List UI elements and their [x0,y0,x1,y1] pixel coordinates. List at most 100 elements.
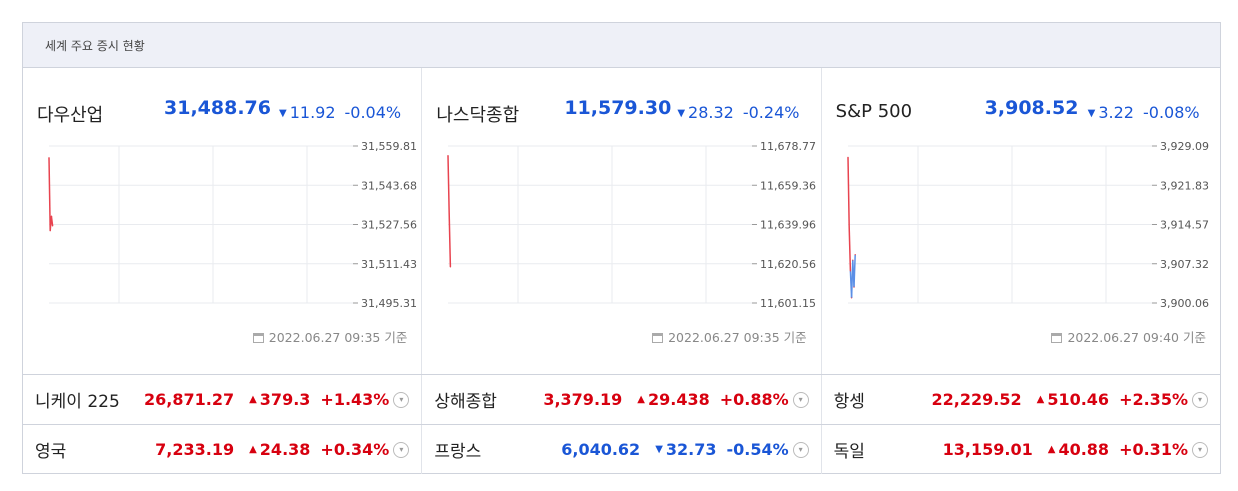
market-name: 상해종합 [434,392,497,412]
market-value: 26,871.27 [144,390,235,409]
market-name: 니케이 225 [35,392,120,412]
series-line-segment [448,214,452,267]
y-tick-label: 31,511.43 [361,258,417,271]
index-change: ▼ 3.22 -0.08% [1088,103,1200,122]
market-percent: +1.43% [320,390,390,409]
market-item-shanghai[interactable]: 상해종합 3,379.19 ▲ 29.438 +0.88% ▾ [422,375,822,424]
data-point [49,230,51,232]
index-panel-nasdaq[interactable]: 나스닥종합 11,579.30 ▼ 28.32 -0.24% 11,678.77 11… [422,68,822,374]
up-arrow-icon: ▲ [637,394,645,405]
series-line-segment [846,157,850,228]
timestamp: 2022.06.27 09:35 기준 [652,327,807,346]
market-values: 13,159.01 ▲ 40.88 +0.31% ▾ [943,440,1208,459]
y-tick-label: 3,907.32 [1160,258,1209,271]
data-point [851,259,854,261]
data-point [853,286,855,288]
down-arrow-icon: ▼ [1087,108,1096,119]
change-percent: -0.08% [1142,103,1200,122]
index-panels: 다우산업 31,488.76 ▼ 11.92 -0.04% 31,559.81 31,… [23,68,1220,375]
change-amount: 28.32 [688,103,734,122]
y-tick-label: 11,659.36 [760,179,816,192]
market-percent: +0.34% [320,440,390,459]
market-value: 6,040.62 [561,440,641,459]
data-point [52,225,54,227]
market-list: 니케이 225 26,871.27 ▲ 379.3 +1.43% ▾ 상해종합 3,37… [23,375,1220,474]
timestamp-text: 2022.06.27 09:35 기준 [268,330,408,345]
market-values: 7,233.19 ▲ 24.38 +0.34% ▾ [155,440,410,459]
calendar-icon [652,333,664,343]
index-value: 3,908.52 [984,97,1079,119]
change-percent: -0.04% [344,103,402,122]
up-arrow-icon: ▲ [1036,394,1045,405]
series-line-segment [50,216,54,226]
market-change: 379.3 [259,390,311,409]
market-name: 영국 [35,442,67,462]
data-point [448,213,451,215]
down-arrow-icon: ▼ [655,444,663,455]
data-point [849,270,851,272]
data-point [848,227,850,229]
market-value: 7,233.19 [155,440,235,459]
chevron-down-icon[interactable]: ▾ [393,441,410,458]
timestamp-text: 2022.06.27 09:35 기준 [668,330,807,345]
index-panel-sp500[interactable]: S&P 500 3,908.52 ▼ 3.22 -0.08% 3,929.09 3,9… [822,68,1220,374]
index-name: 다우산업 [37,105,104,126]
market-item-uk[interactable]: 영국 7,233.19 ▲ 24.38 +0.34% ▾ [23,425,423,474]
calendar-icon [252,333,264,343]
chevron-down-icon[interactable]: ▾ [792,391,809,408]
market-change: 32.73 [665,440,717,459]
series-line-segment [48,157,51,231]
chevron-down-icon[interactable]: ▾ [792,441,809,458]
y-tick-label: 31,559.81 [361,140,417,153]
index-change: ▼ 11.92 -0.04% [279,103,401,122]
widget-header: 세계 주요 증시 현황 [23,23,1220,68]
chevron-down-icon[interactable]: ▾ [1191,441,1208,458]
index-value: 31,488.76 [164,97,271,119]
market-item-germany[interactable]: 독일 13,159.01 ▲ 40.88 +0.31% ▾ [822,425,1220,474]
data-point [50,215,52,217]
data-point [854,254,856,256]
data-point [450,266,452,268]
market-item-france[interactable]: 프랑스 6,040.62 ▼ 32.73 -0.54% ▾ [422,425,822,474]
up-arrow-icon: ▲ [249,394,257,405]
down-arrow-icon: ▼ [677,108,686,119]
data-point [847,156,849,158]
series-line-segment [848,227,851,271]
market-item-hangseng[interactable]: 항셍 22,229.52 ▲ 510.46 +2.35% ▾ [822,375,1220,424]
data-point [850,297,852,299]
timestamp-text: 2022.06.27 09:40 기준 [1067,330,1206,345]
change-amount: 11.92 [289,103,336,122]
world-stock-widget: 세계 주요 증시 현황 다우산업 31,488.76 ▼ 11.92 -0.04% … [22,22,1221,474]
timestamp: 2022.06.27 09:35 기준 [252,327,408,346]
market-percent: -0.54% [726,440,789,459]
chevron-down-icon[interactable]: ▾ [393,391,410,408]
series-line-segment [852,254,856,288]
y-tick-label: 31,527.56 [361,219,417,232]
index-value: 11,579.30 [564,97,672,119]
series-line-segment [447,155,451,215]
y-tick-label: 3,929.09 [1160,140,1209,153]
index-change: ▼ 28.32 -0.24% [677,103,799,122]
y-tick-label: 31,495.31 [361,297,417,308]
market-value: 13,159.01 [942,440,1033,459]
y-tick-label: 11,620.56 [760,258,816,271]
market-change: 510.46 [1047,390,1110,409]
index-name: S&P 500 [835,101,913,122]
y-tick-label: 31,543.68 [361,179,417,192]
market-values: 22,229.52 ▲ 510.46 +2.35% ▾ [932,390,1208,409]
market-name: 항셍 [833,392,865,412]
market-change: 29.438 [647,390,710,409]
up-arrow-icon: ▲ [249,444,257,455]
market-percent: +0.88% [719,390,789,409]
y-tick-label: 3,900.06 [1160,297,1209,308]
market-values: 6,040.62 ▼ 32.73 -0.54% ▾ [561,440,809,459]
market-item-nikkei[interactable]: 니케이 225 26,871.27 ▲ 379.3 +1.43% ▾ [23,375,423,424]
market-name: 독일 [833,442,865,462]
market-change: 24.38 [259,440,311,459]
chevron-down-icon[interactable]: ▾ [1191,391,1208,408]
index-chart-dow: 31,559.81 31,543.68 31,527.56 31,511.43 31,4… [48,140,417,308]
market-value: 3,379.19 [543,390,623,409]
y-tick-label: 11,639.96 [760,219,816,232]
index-panel-dow[interactable]: 다우산업 31,488.76 ▼ 11.92 -0.04% 31,559.81 31,… [23,68,423,374]
index-chart-nasdaq: 11,678.77 11,659.36 11,639.96 11,620.56 11,6… [447,140,816,308]
